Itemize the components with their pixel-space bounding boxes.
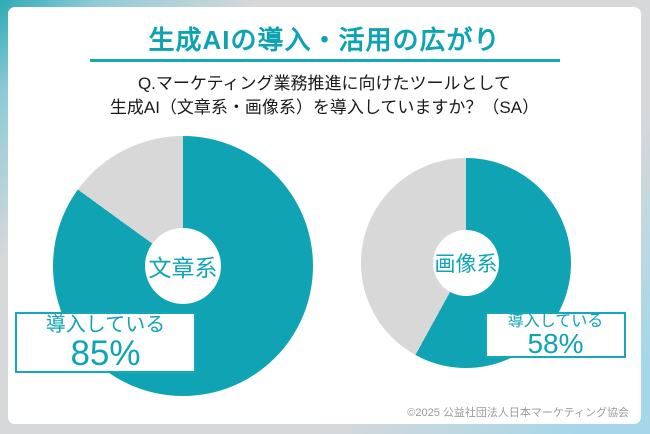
page-title: 生成AIの導入・活用の広がり: [148, 25, 501, 55]
callout-label-image-ai: 導入している: [507, 313, 604, 330]
survey-question-line-1: Q.マーケティング業務推進に向けたツールとして: [137, 74, 512, 93]
callout-box-image-ai: 導入している 58%: [485, 312, 626, 358]
callout-label-text-ai: 導入している: [45, 314, 166, 336]
chart-center-label-image-ai: 画像系: [434, 253, 498, 276]
chart-center-label-text-ai: 文章系: [148, 255, 218, 281]
callout-box-text-ai: 導入している 85%: [15, 312, 196, 373]
title-underline: [90, 59, 560, 62]
callout-value-text-ai: 85%: [70, 334, 141, 373]
footer-credit: ©2025 公益社団法人日本マーケティング協会: [407, 407, 629, 419]
donut-hole-text-ai: 文章系: [145, 228, 221, 304]
survey-question: Q.マーケティング業務推進に向けたツールとして 生成AI（文章系・画像系）を導入…: [8, 72, 641, 120]
content-card: 生成AIの導入・活用の広がり Q.マーケティング業務推進に向けたツールとして 生…: [8, 7, 641, 424]
donut-hole-image-ai: 画像系: [433, 230, 499, 296]
survey-question-line-2: 生成AI（文章系・画像系）を導入していますか？（SA）: [109, 98, 540, 117]
callout-value-image-ai: 58%: [527, 328, 584, 359]
